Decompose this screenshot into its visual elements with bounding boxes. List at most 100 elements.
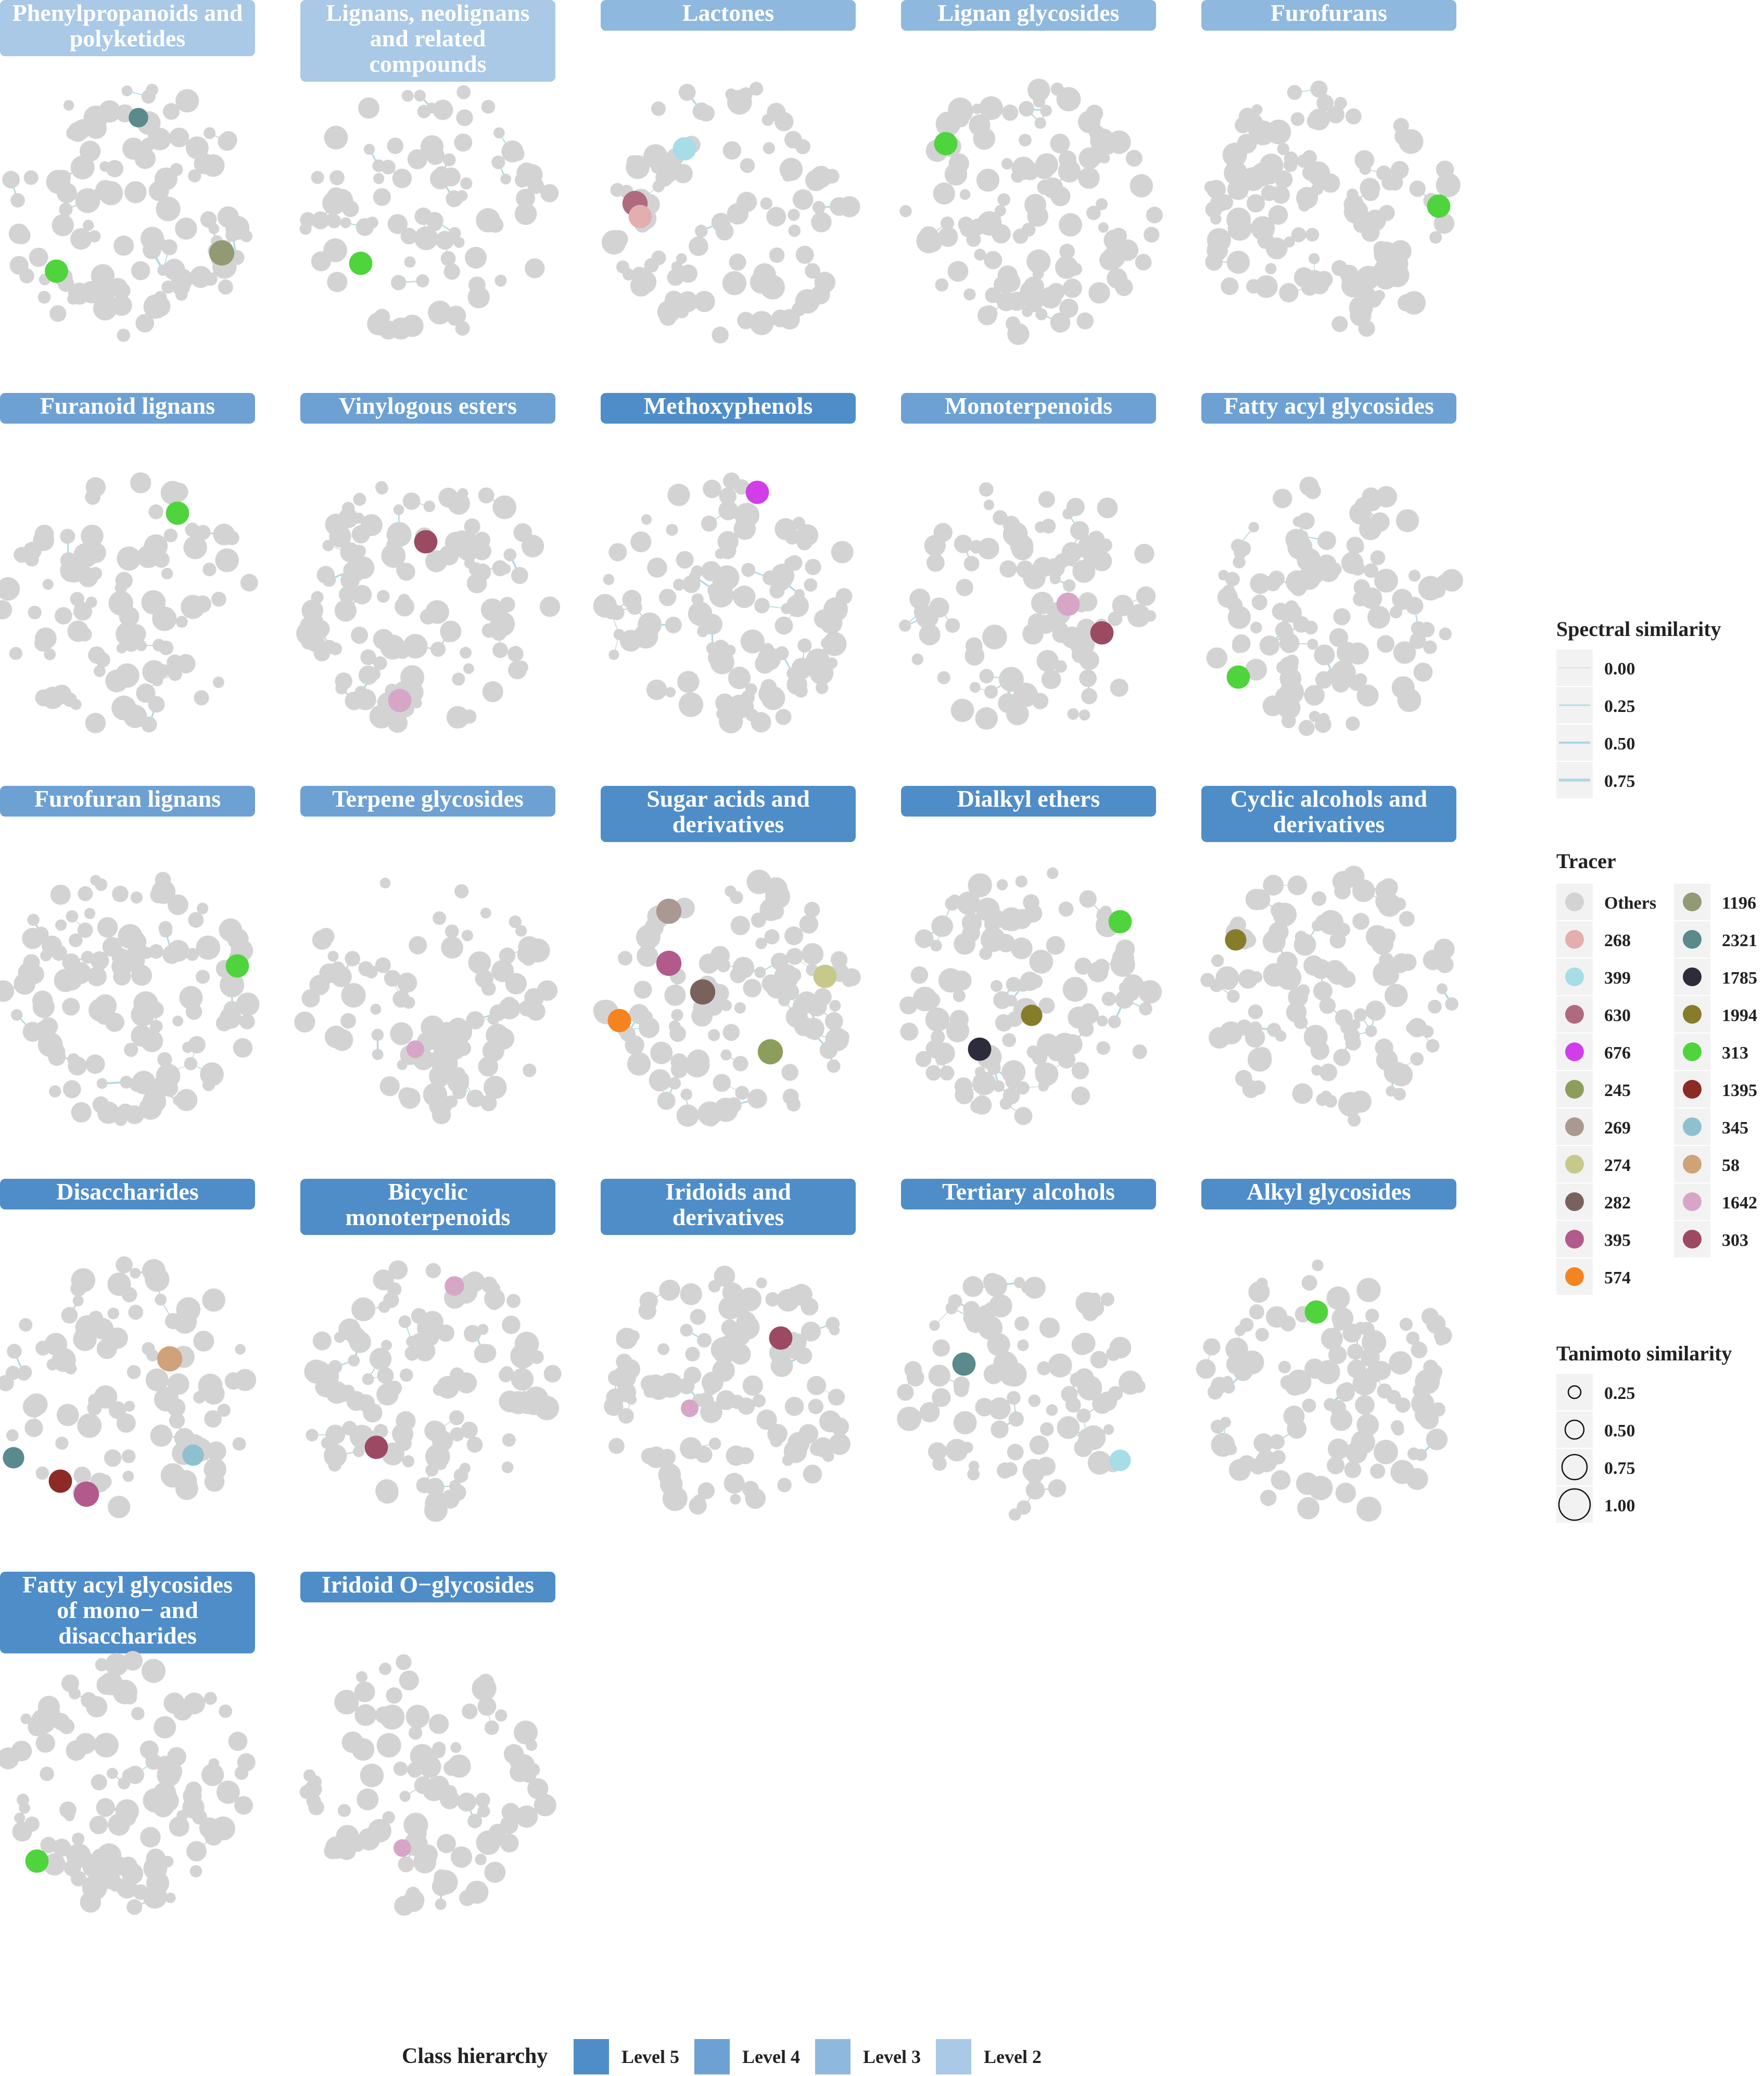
network-node (1268, 205, 1288, 225)
network-node (157, 264, 169, 276)
hierarchy-legend-label: Level 5 (621, 2046, 679, 2067)
network-node (756, 1277, 767, 1289)
tracer-key-dot (1565, 1230, 1584, 1249)
network-node (353, 493, 366, 506)
network-node (311, 171, 324, 184)
network-node (754, 597, 770, 614)
tracer-key-dot (1683, 1005, 1702, 1024)
network-node (1413, 663, 1433, 682)
panel-title: polyketides (70, 25, 185, 52)
network-node (410, 1744, 435, 1768)
network-node (93, 665, 106, 677)
network-node (396, 1654, 412, 1670)
network-node (795, 527, 813, 545)
panel-strip (300, 0, 555, 82)
network-node (440, 620, 462, 642)
network-node (963, 556, 980, 571)
network-node (1010, 937, 1033, 960)
network-node (116, 643, 127, 654)
network-node (165, 200, 180, 214)
network-node (1012, 228, 1029, 244)
tracer-node (3, 1447, 24, 1469)
network-node (1306, 113, 1323, 129)
tracer-node (1090, 621, 1114, 645)
network-node (142, 1259, 166, 1283)
tracer-legend-label: 1395 (1722, 1081, 1757, 1100)
network-node (360, 514, 383, 537)
network-node (407, 149, 428, 170)
network-node (42, 579, 54, 590)
panel-title: Fatty acyl glycosides (1224, 392, 1434, 419)
network-node (897, 1384, 914, 1401)
network-node (49, 1085, 61, 1098)
network-node (192, 1809, 207, 1825)
network-node (468, 276, 486, 294)
network-node (71, 1102, 92, 1123)
network-node (814, 988, 832, 1007)
tracer-node (45, 259, 68, 283)
network-node (593, 594, 617, 618)
network-node (937, 671, 950, 684)
network-node (784, 1396, 804, 1416)
network-node (518, 936, 540, 959)
network-node (154, 167, 177, 190)
network-node (1293, 933, 1316, 956)
tracer-node (1109, 1449, 1131, 1471)
network-node (220, 973, 245, 998)
network-node (1297, 984, 1310, 998)
network-node (1014, 1316, 1029, 1331)
network-node (1225, 1338, 1248, 1361)
hierarchy-legend-label: Level 4 (742, 2046, 800, 2067)
network-node (1059, 244, 1075, 260)
network-node (375, 957, 391, 973)
network-node (1394, 128, 1412, 145)
panel-title: Furofuran lignans (34, 785, 221, 812)
network-node (1398, 294, 1415, 312)
network-node (1245, 888, 1267, 910)
network-nodes (0, 1651, 256, 1915)
network-node (236, 992, 260, 1016)
tracer-key-dot (1683, 1042, 1702, 1061)
network-node (743, 978, 762, 998)
network-node (1226, 207, 1251, 232)
panel-strip (0, 393, 255, 424)
hierarchy-key (694, 2039, 730, 2074)
network-node (835, 588, 853, 605)
network-node (953, 1411, 977, 1435)
network-node (697, 1333, 712, 1348)
network-node (126, 1365, 141, 1379)
network-node (325, 1381, 349, 1404)
network-node (682, 575, 701, 593)
network-node (397, 563, 415, 581)
network-node (1210, 1419, 1225, 1434)
network-node (728, 667, 751, 690)
panel-title: Vinylogous esters (339, 392, 517, 419)
hierarchy-legend-label: Level 3 (863, 2046, 921, 2067)
network-node (475, 1853, 487, 1866)
network-node (993, 510, 1008, 525)
network-node (104, 1449, 122, 1467)
network-nodes (899, 79, 1163, 345)
network-node (1087, 961, 1109, 983)
network-node (299, 223, 312, 235)
network-node (516, 188, 535, 208)
network-node (62, 692, 77, 707)
network-node (215, 1015, 233, 1031)
network-node (1203, 1338, 1221, 1356)
network-node (143, 294, 168, 319)
network-node (116, 1256, 133, 1273)
network-node (373, 173, 385, 184)
network-node (435, 231, 454, 250)
network-node (680, 1323, 693, 1337)
network-node (734, 503, 759, 528)
network-node (1355, 1395, 1375, 1415)
network-node (240, 574, 258, 592)
network-node (85, 1054, 105, 1074)
network-node (1028, 974, 1043, 989)
network-node (1227, 606, 1251, 629)
network-node (1017, 1339, 1029, 1352)
network-node (77, 922, 93, 938)
tracer-key-dot (1683, 1155, 1702, 1174)
network-node (19, 1318, 33, 1332)
network-node (121, 1863, 144, 1885)
